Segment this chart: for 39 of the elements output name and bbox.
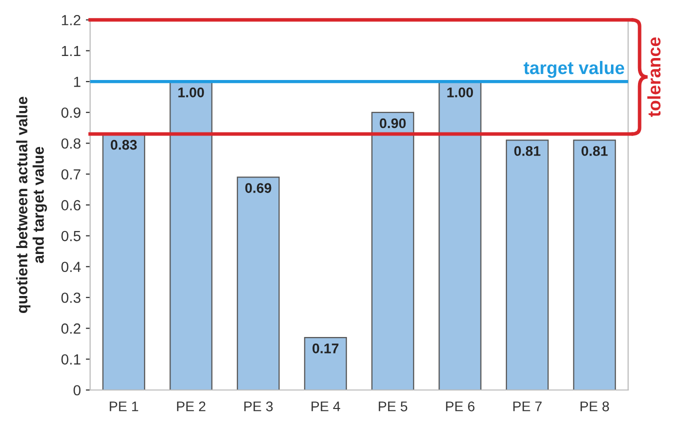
y-tick-label: 0.9 <box>61 108 80 118</box>
data-label: 0.17 <box>312 343 338 354</box>
y-tick-label: 0.3 <box>61 292 80 303</box>
bar <box>371 112 414 390</box>
x-tick-label: PE 2 <box>177 401 206 412</box>
data-label: 0.81 <box>582 146 608 156</box>
data-label: 0.69 <box>245 183 272 193</box>
bar <box>236 176 280 390</box>
text: tolerance <box>647 37 661 117</box>
y-tick-label: 0.7 <box>61 169 80 180</box>
y-tick-label: 0 <box>74 385 81 396</box>
data-label: 1.00 <box>178 87 204 98</box>
x-tick-label: PE 3 <box>244 401 273 412</box>
y-axis-title: quotient between actual value and target value <box>16 96 47 313</box>
y-tick-label: 1.2 <box>62 14 80 26</box>
data-label: 0.90 <box>380 118 406 128</box>
x-tick-label: PE 8 <box>580 401 609 412</box>
bar <box>573 140 616 390</box>
x-tick-label: PE 6 <box>446 401 474 412</box>
bar <box>438 81 482 390</box>
data-label: 1.00 <box>447 87 473 98</box>
data-label: 0.83 <box>110 140 137 150</box>
y-tick-label: 0.1 <box>61 354 80 365</box>
y-tick-label: 0.2 <box>61 323 80 334</box>
x-tick-label: PE 4 <box>312 402 340 412</box>
bar <box>506 140 549 390</box>
y-tick-label: 0.5 <box>61 230 80 242</box>
bar <box>170 81 212 390</box>
y-tick-label: 0.8 <box>61 138 80 149</box>
bar <box>304 337 347 390</box>
ref-line-label: target value <box>524 60 624 78</box>
x-tick-label: PE 1 <box>110 402 138 412</box>
y-tick-label: 1 <box>74 76 80 87</box>
y-tick-label: 0.4 <box>61 262 81 272</box>
y-tick-label: 1.1 <box>62 46 80 56</box>
data-label: 0.81 <box>514 146 540 156</box>
x-tick-label: PE 7 <box>513 402 542 412</box>
x-tick-label: PE 5 <box>378 402 408 412</box>
y-tick-label: 0.6 <box>61 200 80 210</box>
